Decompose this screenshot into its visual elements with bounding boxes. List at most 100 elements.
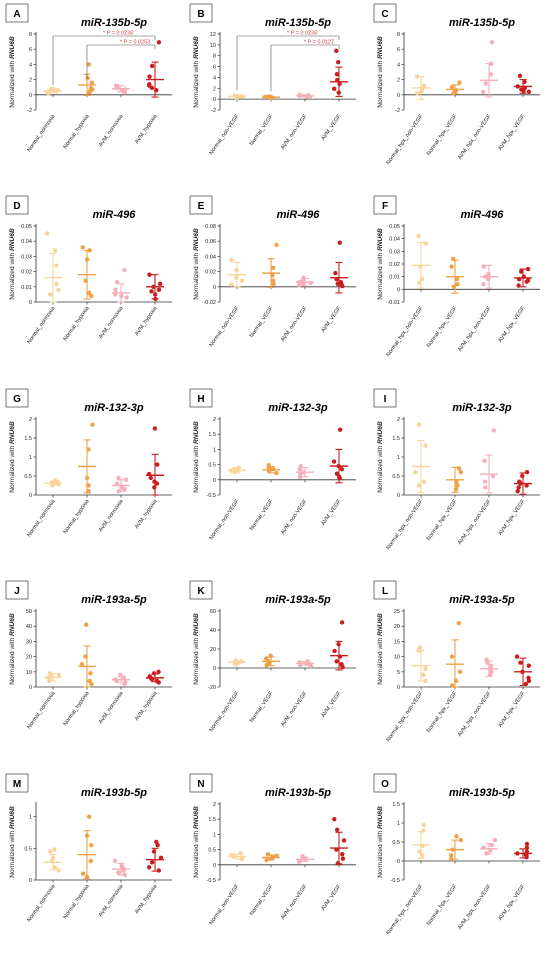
y-tick-label: 0.04 [21,239,32,245]
y-tick-label: 0 [213,97,216,103]
data-point [86,290,92,296]
x-tick-label: AVM_hpx_VEGF [498,883,527,921]
data-point [149,289,154,294]
y-tick-label: 0.5 [24,474,32,480]
y-axis-label: Normalized with RNU6B [9,228,16,300]
data-point [270,265,276,270]
y-tick-label: 0 [397,287,400,293]
y-tick-label: 12 [210,32,216,38]
y-tick-label: 40 [210,628,216,634]
chart-title: miR-496 [277,209,321,221]
y-tick-label: 0 [397,859,400,865]
data-point [339,466,345,472]
x-tick-label: AVM_hypoxia [134,113,159,145]
chart-title: miR-193a-5p [265,594,331,606]
data-point [483,81,488,86]
data-point [339,662,344,667]
data-point [417,280,422,286]
panel-letter-box [373,195,397,215]
y-tick-label: 1 [213,832,216,838]
data-point [449,85,455,90]
panel-letter: O [381,779,389,790]
x-tick-label: AVM_VEGF [320,883,342,912]
chart-title: miR-132-3p [452,402,512,414]
data-point [147,81,152,87]
chart-title: miR-193b-5p [265,787,331,799]
y-axis-label-prefix: Normalized with [9,444,16,493]
significance-bracket [86,44,156,79]
data-point [456,620,462,626]
chart-title: miR-193b-5p [81,787,147,799]
data-point [482,479,488,484]
data-point [488,663,494,668]
significance-label: * P = 0.0253 [120,40,150,46]
data-point [270,278,276,283]
chart-title: miR-496 [93,209,137,221]
y-axis-label-prefix: Normalized with [9,829,16,878]
y-axis-label-gene: RNU6B [377,36,384,59]
x-tick-label: Normal_VEGF [249,498,275,532]
y-tick-label: -0.5 [391,878,400,884]
data-point [491,428,496,433]
data-point [156,40,162,45]
chart-title: miR-135b-5p [81,17,147,29]
y-axis-label-gene: RNU6B [193,36,200,59]
data-point [88,671,93,676]
chart-title: miR-496 [461,209,505,221]
y-tick-label: 0.01 [389,275,400,281]
data-point [337,427,343,432]
y-tick-label: 1.5 [208,817,216,823]
x-tick-label: Normal_hpx_VEGF [426,113,459,157]
data-point [524,470,530,475]
x-tick-label: AVM_hpx_VEGF [498,113,527,151]
panel-letter-box [373,3,397,23]
data-point [332,86,337,92]
data-point [421,83,427,88]
data-point [331,459,337,464]
data-point [341,838,347,843]
data-point [423,443,428,448]
data-point [308,280,314,286]
y-axis-label-gene: RNU6B [193,806,200,829]
data-point [457,80,462,85]
x-tick-label: Normal_hypoxia [63,113,92,150]
y-tick-label: 1.5 [24,436,32,442]
x-tick-label: AVM_non-VEGF [280,883,309,921]
y-tick-label: 0.02 [389,262,400,268]
data-point [334,48,339,54]
data-point [525,266,531,272]
data-point [454,834,459,839]
x-tick-label: Normal_normoxia [26,690,57,730]
data-point [123,680,128,685]
y-tick-label: 0 [213,478,216,484]
data-point [481,264,486,269]
panel-letter: A [13,9,20,20]
data-point [484,851,489,856]
data-point [156,287,162,293]
y-axis-label-prefix: Normalized with [193,444,200,493]
panel-letter: F [382,201,388,212]
data-point [517,73,523,79]
y-tick-label: 8 [29,32,32,38]
panel-letter: G [13,394,21,405]
chart-title: miR-193a-5p [81,594,147,606]
data-point [149,63,155,69]
y-tick-label: 20 [26,655,32,661]
data-point [89,80,95,85]
data-point [490,473,496,479]
data-point [52,248,58,253]
data-point [520,473,525,479]
y-axis-label-prefix: Normalized with [377,829,384,878]
y-tick-label: 0 [397,93,400,99]
panel-letter-box [5,195,29,215]
data-point [423,666,428,671]
x-tick-label: AVM_hpx_non-VEGF [457,883,493,931]
panel-letter: K [197,586,205,597]
data-point [154,481,160,486]
data-point [416,483,422,488]
y-axis-label-prefix: Normalized with [193,636,200,685]
panel-letter-box [189,195,213,215]
x-tick-label: AVM_hpx_non-VEGF [457,690,493,738]
